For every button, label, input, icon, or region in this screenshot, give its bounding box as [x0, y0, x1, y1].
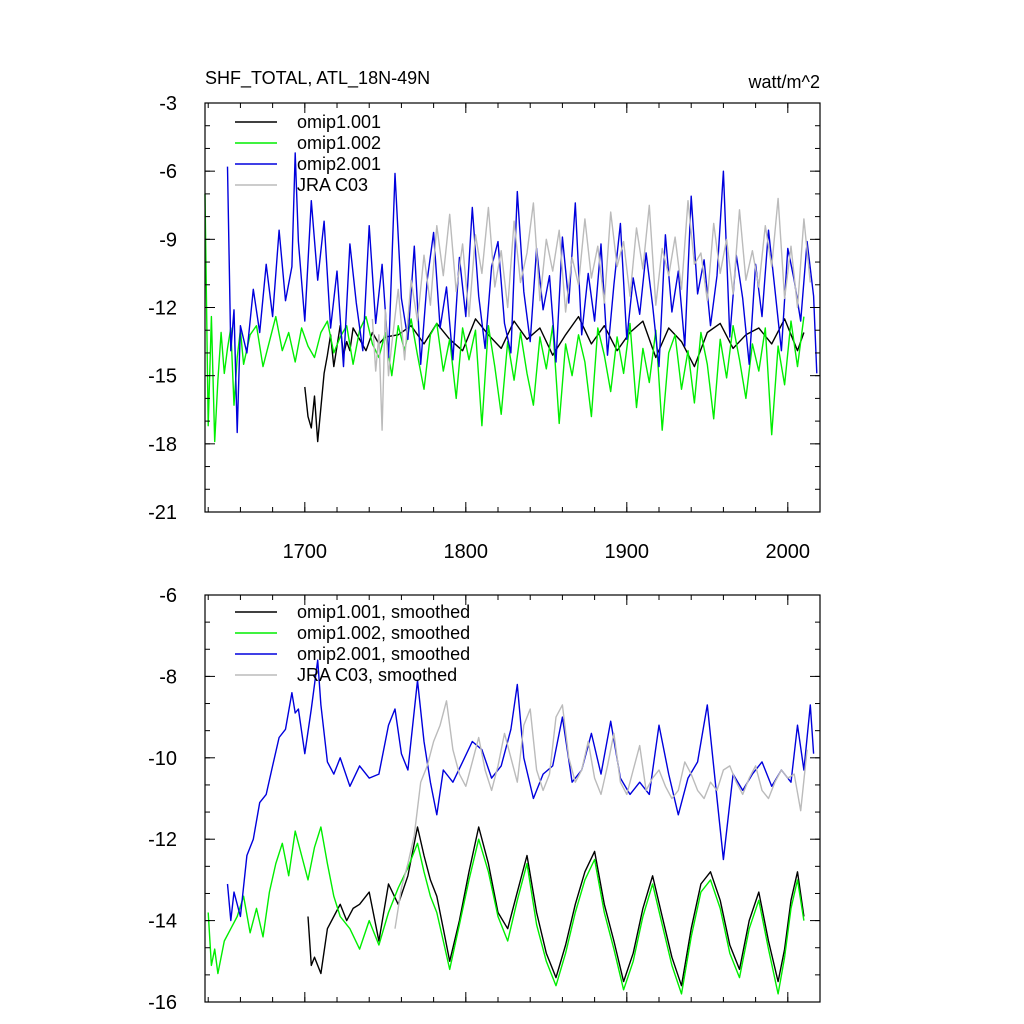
y-tick-label: -9: [159, 229, 177, 251]
legend-label-0: omip1.001, smoothed: [297, 602, 470, 622]
legend-label-1: omip1.002: [297, 133, 381, 153]
legend-label-3: JRA C03: [297, 175, 368, 195]
series-line-0: [304, 315, 805, 443]
y-tick-label: -8: [159, 666, 177, 688]
series-line-3: [394, 700, 808, 929]
y-tick-label: -12: [148, 298, 177, 320]
series-line-3: [371, 197, 811, 431]
x-tick-label: 1800: [444, 541, 489, 563]
series-line-2: [226, 659, 815, 922]
series-line-1: [204, 193, 805, 443]
x-tick-label: 1900: [605, 541, 650, 563]
y-tick-label: -6: [159, 161, 177, 183]
legend-label-2: omip2.001: [297, 154, 381, 174]
plot-frame: [204, 594, 821, 1003]
y-tick-label: -10: [148, 748, 177, 770]
chart-units: watt/m^2: [748, 72, 820, 92]
legend-label-1: omip1.002, smoothed: [297, 623, 470, 643]
legend-label-2: omip2.001, smoothed: [297, 644, 470, 664]
y-tick-label: -6: [159, 585, 177, 607]
series-line-0: [307, 826, 805, 987]
x-tick-label: 2000: [766, 541, 811, 563]
y-tick-label: -21: [148, 502, 177, 524]
y-tick-label: -3: [159, 93, 177, 115]
legend-label-0: omip1.001: [297, 112, 381, 132]
y-tick-label: -16: [148, 992, 177, 1014]
panel-top: SHF_TOTAL, ATL_18N-49N watt/m^2 -21 -18 -1…: [148, 68, 821, 563]
x-tick-label: 1700: [283, 541, 328, 563]
y-tick-label: -14: [148, 911, 177, 933]
series-line-1: [207, 826, 805, 995]
chart-title: SHF_TOTAL, ATL_18N-49N: [205, 68, 430, 89]
y-tick-label: -18: [148, 434, 177, 456]
y-tick-label: -12: [148, 829, 177, 851]
legend-label-3: JRA C03, smoothed: [297, 665, 457, 685]
y-tick-label: -15: [148, 366, 177, 388]
panel-bottom: -16 -14 -12 -10 -8 -6 omip1.001, smoothedomip1…: [148, 585, 821, 1014]
